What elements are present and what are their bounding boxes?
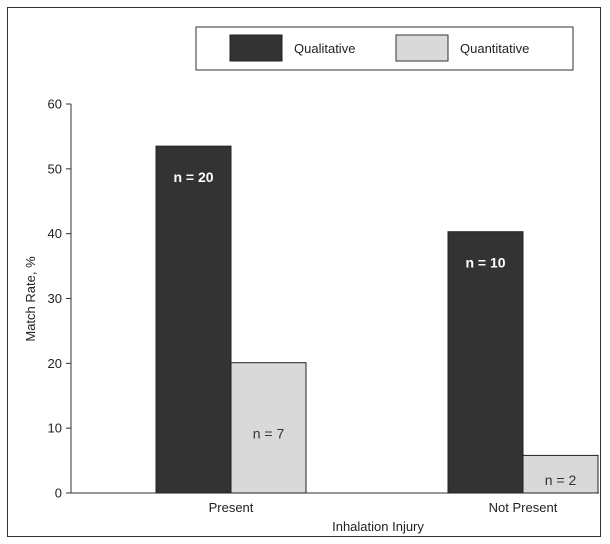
bar-count-label: n = 10 [465, 255, 505, 271]
legend-swatch-qualitative [229, 34, 283, 62]
y-tick-label: 10 [48, 421, 62, 436]
legend-swatch-quantitative [395, 34, 449, 62]
bar-quantitative-present [230, 362, 307, 494]
y-tick-label: 50 [48, 161, 62, 176]
y-ticks: 0 10 20 30 40 50 60 [48, 97, 71, 501]
bar-count-label: n = 7 [253, 426, 285, 442]
y-tick-label: 0 [55, 486, 62, 501]
bar-qualitative-not-present [447, 231, 524, 494]
bar-quantitative-not-present [522, 454, 599, 494]
legend: Qualitative Quantitative [195, 26, 574, 71]
x-tick-label: Present [209, 500, 254, 515]
y-axis-label: Match Rate, % [23, 256, 38, 342]
legend-label-qualitative: Qualitative [294, 41, 355, 56]
bar-count-label: n = 2 [545, 472, 577, 488]
y-tick-label: 30 [48, 291, 62, 306]
y-tick-label: 40 [48, 226, 62, 241]
bars: n = 20 n = 7 n = 10 n = 2 [155, 145, 599, 494]
x-ticks: Present Not Present [209, 500, 558, 515]
bar-count-label: n = 20 [173, 169, 213, 185]
x-axis-label: Inhalation Injury [332, 519, 424, 534]
legend-label-quantitative: Quantitative [460, 41, 529, 56]
bar-qualitative-present [155, 145, 232, 494]
x-tick-label: Not Present [489, 500, 558, 515]
y-tick-label: 60 [48, 97, 62, 112]
y-tick-label: 20 [48, 356, 62, 371]
